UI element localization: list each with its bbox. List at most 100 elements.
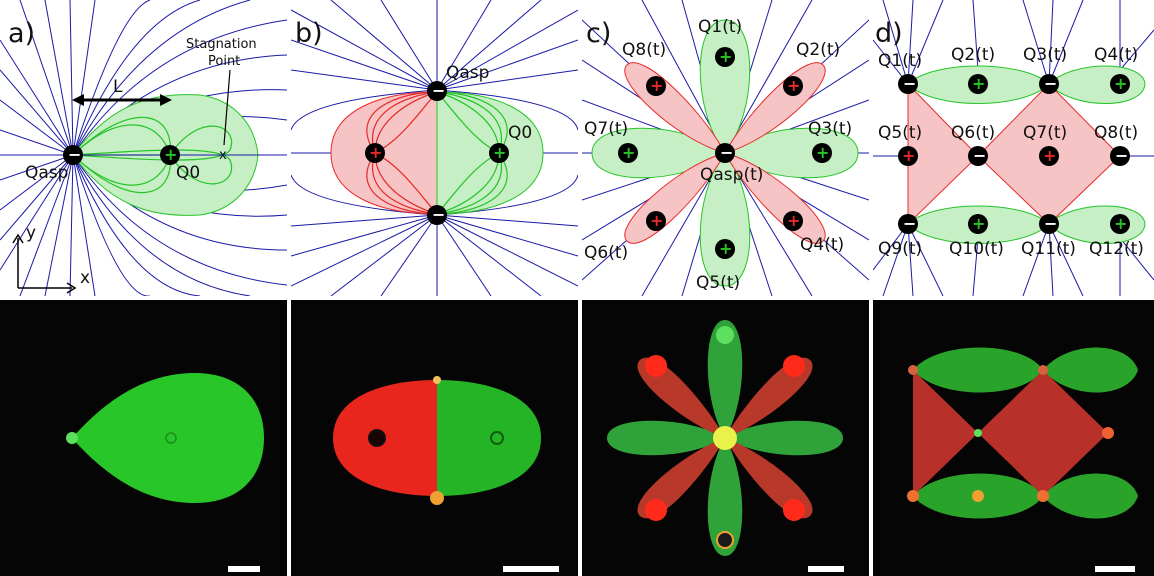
plus-symbol: + (972, 214, 985, 233)
plus-symbol: + (1114, 74, 1127, 93)
q3-label: Q3(t) (808, 119, 852, 139)
plus-symbol: + (972, 74, 985, 93)
minus-symbol: − (68, 145, 81, 164)
panel-a-schematic: a) L Stagnation Point x − + Qasp Q0 y x (0, 0, 287, 296)
q7-label: Q7(t) (584, 119, 628, 139)
q7-label: Q7(t) (1023, 123, 1067, 143)
minus-symbol: − (432, 205, 445, 224)
photo-c-center-sink (713, 426, 737, 450)
axis-x-label: x (80, 268, 90, 288)
plus-symbol: + (902, 146, 915, 165)
panel-b-svg: b) − − + + Qasp Q0 (291, 0, 578, 296)
minus-symbol: − (432, 81, 445, 100)
panel-c-letter: c) (586, 18, 611, 49)
panel-d-streamlines (873, 0, 1154, 296)
photo-a-svg (66, 373, 264, 572)
minus-symbol: − (903, 214, 916, 233)
q5-label: Q5(t) (878, 123, 922, 143)
panel-c-svg: c) + + + + + + + + − Q1(t) Q2(t) Q3(t) Q… (582, 0, 869, 296)
scale-bar (808, 566, 844, 572)
stagnation-label-line2: Point (208, 54, 240, 69)
photo-c-svg (607, 320, 844, 572)
panel-c-sources (618, 47, 832, 259)
q8-label: Q8(t) (622, 40, 666, 60)
photo-c-petals (607, 320, 843, 556)
plus-symbol: + (369, 143, 382, 162)
photo-a-probe (66, 432, 78, 444)
sink-icon (715, 143, 735, 163)
photo-b-red-source (368, 429, 386, 447)
sink-icon (427, 81, 447, 101)
panel-d-svg: d) − + − + + − + − − + − + Q1(t) Q2(t) Q… (873, 0, 1154, 296)
panel-b-qasp-label: Qasp (446, 63, 489, 83)
sink-icon (427, 205, 447, 225)
panel-b-schematic: b) − − + + Qasp Q0 (291, 0, 578, 296)
panel-a-streamlines (0, 0, 287, 296)
panel-d-lobes (907, 65, 1146, 244)
source-icon (489, 143, 509, 163)
q12-label: Q12(t) (1089, 239, 1144, 259)
sink-icon (63, 145, 83, 165)
plus-symbol: + (787, 76, 800, 95)
plus-symbol: + (1043, 146, 1056, 165)
photo-b (291, 300, 578, 576)
scale-bar (228, 566, 260, 572)
q2-label: Q2(t) (796, 40, 840, 60)
scale-bar (1095, 566, 1135, 572)
photo-d-probes (907, 365, 1114, 502)
length-arrow (72, 94, 172, 106)
panel-d-schematic: d) − + − + + − + − − + − + Q1(t) Q2(t) Q… (873, 0, 1154, 296)
plus-symbol: + (164, 145, 177, 164)
photo-c-bottom-probe (716, 531, 734, 549)
photo-a-green-drop (72, 373, 264, 503)
scale-bar (503, 566, 559, 572)
q2-label: Q2(t) (951, 45, 995, 65)
q9-label: Q9(t) (878, 239, 922, 259)
plus-symbol: + (787, 211, 800, 230)
photo-c-red-spots (645, 355, 805, 521)
photo-a-source (165, 432, 177, 444)
q11-label: Q11(t) (1021, 239, 1076, 259)
stagnation-label-line1: Stagnation (186, 37, 257, 52)
q6-label: Q6(t) (584, 243, 628, 263)
q3-label: Q3(t) (1023, 45, 1067, 65)
photo-b-green-source (490, 431, 504, 445)
plus-symbol: + (719, 239, 732, 258)
plus-symbol: + (719, 47, 732, 66)
panel-a-q0-label: Q0 (176, 163, 200, 183)
length-label: L (113, 77, 123, 97)
panel-b-q0-label: Q0 (508, 123, 532, 143)
photo-d-lobes (913, 347, 1138, 519)
panel-a-svg: a) L Stagnation Point x − + Qasp Q0 y x (0, 0, 287, 296)
plus-symbol: + (816, 143, 829, 162)
q4-label: Q4(t) (800, 235, 844, 255)
photo-b-bottom-probe (430, 491, 444, 505)
axis-y-label: y (26, 223, 36, 243)
panel-a-letter: a) (8, 18, 35, 49)
source-icon (160, 145, 180, 165)
photo-c (582, 300, 869, 576)
q8-label: Q8(t) (1094, 123, 1138, 143)
minus-symbol: − (1044, 74, 1057, 93)
panel-d-letter: d) (875, 18, 903, 49)
panel-c-schematic: c) + + + + + + + + − Q1(t) Q2(t) Q3(t) Q… (582, 0, 869, 296)
photo-b-svg (333, 376, 559, 572)
panel-b-letter: b) (295, 18, 323, 49)
panel-c-qasp-label: Qasp(t) (700, 165, 763, 185)
stagnation-arrow (223, 69, 231, 146)
minus-symbol: − (1044, 214, 1057, 233)
panel-a-qasp-label: Qasp (25, 163, 68, 183)
plus-symbol: + (493, 143, 506, 162)
plus-symbol: + (1114, 214, 1127, 233)
plus-symbol: + (650, 211, 663, 230)
photo-b-top-probe (433, 376, 441, 384)
q10-label: Q10(t) (949, 239, 1004, 259)
minus-symbol: − (903, 74, 916, 93)
plus-symbol: + (650, 76, 663, 95)
q4-label: Q4(t) (1094, 45, 1138, 65)
q1-label: Q1(t) (698, 17, 742, 37)
plus-symbol: + (622, 143, 635, 162)
minus-symbol: − (973, 146, 986, 165)
axes-icon (12, 233, 77, 294)
panel-d-sources (898, 74, 1130, 234)
